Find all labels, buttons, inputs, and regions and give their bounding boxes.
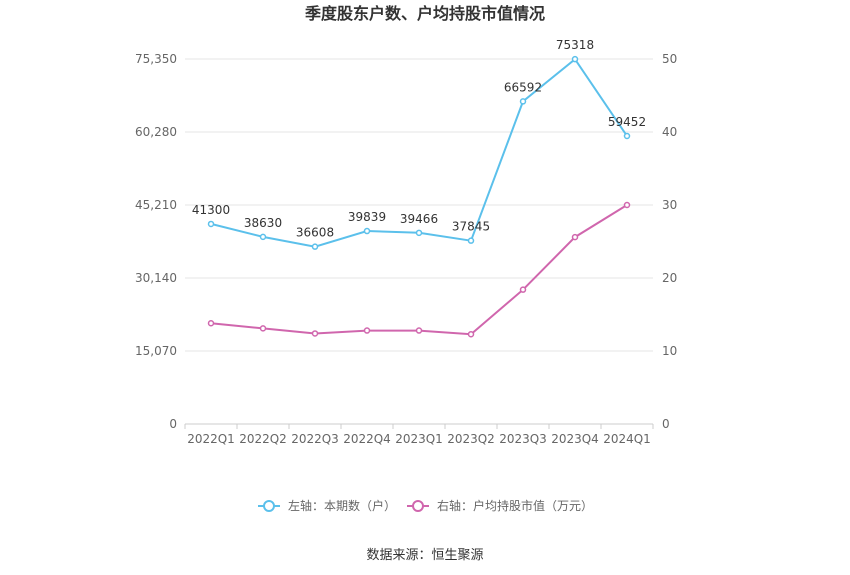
market-value-point — [467, 330, 475, 338]
shareholder-count-point — [207, 220, 215, 228]
left-axis-tick-label: 60,280 — [135, 125, 177, 139]
market-value-point — [519, 286, 527, 293]
legend-marker — [412, 500, 424, 512]
chart-title: 季度股东户数、户均持股市值情况 — [304, 4, 545, 23]
data-label: 39466 — [400, 212, 438, 226]
shareholder-count-point — [623, 132, 631, 140]
x-axis-tick-label: 2022Q4 — [343, 432, 391, 446]
legend: 左轴：本期数（户） 右轴：户均持股市值（万元） — [258, 498, 593, 513]
right-axis-tick-label: 30 — [662, 198, 677, 212]
market-value-point — [259, 325, 267, 332]
left-axis-tick-label: 15,070 — [135, 344, 177, 358]
data-label: 38630 — [244, 216, 282, 230]
data-label: 36608 — [296, 226, 334, 240]
legend-label: 右轴：户均持股市值（万元） — [437, 498, 593, 513]
right-axis-tick-label: 50 — [662, 52, 677, 66]
data-label: 59452 — [608, 115, 646, 129]
market-value-point — [415, 327, 423, 334]
data-source-note: 数据来源：恒生聚源 — [366, 548, 483, 563]
shareholder-count-point — [467, 237, 475, 244]
right-axis-tick-label: 0 — [662, 417, 670, 431]
data-label: 75318 — [556, 38, 594, 52]
market-value-point — [363, 327, 371, 334]
market-value-point — [623, 201, 631, 209]
grid-lines — [185, 58, 653, 352]
market-value-point — [311, 330, 319, 337]
market-value-point — [571, 233, 579, 241]
left-axis-tick-label: 75,350 — [135, 52, 177, 66]
left-axis-tick-label: 45,210 — [135, 198, 177, 212]
shareholder-count-point — [311, 243, 319, 250]
x-axis-tick-label: 2022Q2 — [239, 432, 287, 446]
left-axis-tick-label: 30,140 — [135, 271, 177, 285]
shareholder-count-point — [571, 55, 579, 63]
shareholder-count-point — [259, 233, 267, 241]
shareholder-count-point — [415, 229, 423, 237]
data-labels: 41300 38630 36608 39839 39466 37845 66592 75318… — [192, 38, 646, 240]
market-value-point — [207, 320, 215, 327]
data-label: 41300 — [192, 203, 230, 217]
x-axis-tick-label: 2022Q1 — [187, 432, 235, 446]
shareholder-count-point — [363, 227, 371, 235]
legend-marker — [263, 500, 275, 512]
left-axis-tick-label: 0 — [169, 417, 177, 431]
x-axis-tick-label: 2023Q3 — [499, 432, 547, 446]
x-axis-tick-label: 2022Q3 — [291, 432, 339, 446]
x-axis-tick-label: 2023Q2 — [447, 432, 495, 446]
axes: 0 15,070 30,140 45,210 60,280 75,350 0 10 20 30 40… — [135, 52, 677, 446]
series — [207, 55, 631, 338]
shareholder-count-point — [519, 98, 527, 105]
legend-label: 左轴：本期数（户） — [288, 498, 396, 513]
data-label: 66592 — [504, 80, 542, 94]
x-axis-tick-label: 2023Q4 — [551, 432, 599, 446]
right-axis-tick-label: 20 — [662, 271, 677, 285]
right-axis-tick-label: 10 — [662, 344, 677, 358]
right-axis-tick-label: 40 — [662, 125, 677, 139]
data-label: 39839 — [348, 210, 386, 224]
data-label: 37845 — [452, 220, 490, 234]
x-axis-tick-label: 2023Q1 — [395, 432, 443, 446]
x-axis-tick-label: 2024Q1 — [603, 432, 651, 446]
